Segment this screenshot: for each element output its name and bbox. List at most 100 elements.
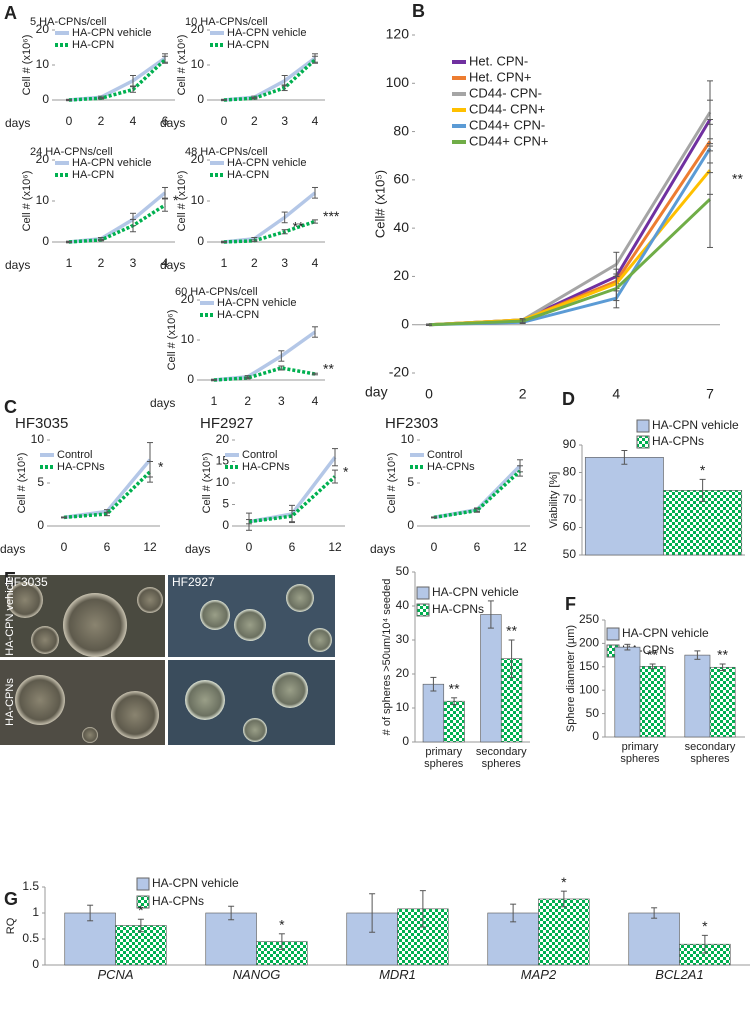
y-axis-label: Cell # (x10⁶)	[21, 171, 33, 232]
annotation: ***	[323, 208, 340, 224]
legend-label: Het. CPN+	[469, 69, 532, 84]
legend-label: HA-CPN vehicle	[217, 297, 296, 309]
x-tick-label: secondary spheres	[684, 741, 736, 765]
panel-label: E	[4, 569, 16, 589]
panel-label: F	[565, 594, 576, 614]
legend-label: HA-CPN vehicle	[152, 876, 239, 890]
x-tick-label: 2	[519, 386, 527, 402]
x-axis-label: days	[5, 258, 30, 272]
x-tick-label: 1	[211, 394, 218, 408]
y-tick-label: 5	[222, 497, 229, 511]
x-tick-label: 2	[244, 394, 251, 408]
legend-swatch	[636, 419, 650, 433]
x-tick-label: primary spheres	[620, 741, 659, 765]
y-tick-label: 10	[31, 432, 45, 446]
series-line	[223, 58, 317, 102]
y-tick-label: 0	[32, 957, 39, 971]
x-tick-label: 2	[98, 256, 105, 270]
x-tick-label: PCNA	[97, 969, 134, 982]
micrograph-label: HA-CPN vehicle	[4, 576, 16, 655]
legend-label: CD44- CPN-	[469, 85, 542, 100]
annotation: **	[717, 647, 728, 663]
x-tick-label: 7	[706, 386, 714, 402]
y-tick-label: 250	[579, 612, 599, 626]
bar	[480, 614, 502, 743]
x-axis-label: days	[185, 542, 210, 556]
y-tick-label: 40	[393, 219, 409, 235]
x-axis-label: day	[365, 384, 388, 400]
y-tick-label: 70	[563, 492, 577, 506]
legend-swatch	[636, 435, 650, 449]
series-line	[68, 203, 166, 244]
annotation: *	[173, 192, 179, 208]
x-tick-label: primary spheres	[424, 746, 464, 770]
legend-swatch	[606, 627, 620, 641]
legend-label: HA-CPN vehicle	[432, 585, 519, 599]
annotation: *	[279, 917, 285, 933]
x-tick-label: BCL2A1	[655, 969, 703, 981]
y-tick-label: 120	[386, 26, 410, 42]
bar	[614, 646, 641, 738]
legend-label: HA-CPN vehicle	[652, 418, 739, 432]
legend-label: HA-CPN vehicle	[622, 626, 709, 640]
x-tick-label: 0	[425, 386, 433, 402]
annotation: **	[449, 681, 460, 697]
legend-label: HA-CPN	[227, 39, 269, 51]
series-line	[68, 191, 167, 244]
x-tick-label: 2	[251, 114, 258, 128]
x-tick-label: 3	[130, 256, 137, 270]
series-line	[223, 219, 316, 244]
x-axis-label: days	[370, 542, 395, 556]
annotation: *	[702, 918, 708, 934]
y-tick-label: 10	[36, 193, 50, 207]
y-axis-label: Sphere diameter (µm)	[565, 625, 577, 732]
y-tick-label: 10	[401, 432, 415, 446]
y-tick-label: 5	[37, 475, 44, 489]
legend-label: HA-CPN	[217, 309, 259, 321]
y-axis-label: Cell # (x10⁵)	[16, 453, 28, 514]
y-tick-label: 20	[36, 152, 50, 166]
legend-label: Control	[427, 449, 462, 461]
y-tick-label: 20	[36, 22, 50, 36]
x-tick-label: MDR1	[379, 969, 416, 982]
x-tick-label: 6	[289, 540, 296, 554]
x-tick-label: MDR1	[379, 969, 416, 982]
panel-label: B	[412, 1, 425, 21]
panel-label: G	[4, 889, 18, 909]
legend-label: HA-CPNs	[152, 894, 204, 908]
chart: 0 10 20 30 40 50# of spheres >50um/10⁴ seeded…	[381, 564, 530, 770]
chart: 0 0.5 1 1.5 RQ HA-CPN vehicle HA-CPNs PCNA NANOG…	[5, 874, 750, 982]
y-tick-label: 0	[401, 315, 409, 331]
y-tick-label: 10	[396, 700, 410, 714]
y-tick-label: 0	[402, 734, 409, 748]
y-tick-label: 0	[197, 234, 204, 248]
y-tick-label: 100	[386, 74, 410, 90]
legend-label: HA-CPN	[227, 169, 269, 181]
micrograph-label: HF3035	[5, 575, 48, 589]
bar	[709, 666, 736, 738]
y-tick-label: 20	[181, 292, 195, 306]
legend-label: HA-CPNs	[652, 434, 704, 448]
bar	[639, 666, 666, 738]
y-tick-label: 10	[36, 57, 50, 71]
y-tick-label: 0	[42, 234, 49, 248]
y-tick-label: 1.5	[22, 879, 39, 893]
series-line	[428, 169, 712, 327]
x-tick-label: 4	[312, 256, 319, 270]
chart-title: 60 HA-CPNs/cell	[175, 286, 258, 298]
annotation: **	[506, 623, 517, 639]
y-axis-label: Cell # (x10⁶)	[166, 310, 178, 371]
legend-label: HA-CPN vehicle	[227, 157, 306, 169]
bar	[584, 457, 664, 556]
legend-label: CD44- CPN+	[469, 101, 545, 116]
y-tick-label: 50	[563, 547, 577, 561]
y-axis-label: Cell# (x10⁵)	[372, 170, 387, 238]
y-tick-label: 20	[191, 152, 205, 166]
legend-label: Control	[242, 449, 277, 461]
